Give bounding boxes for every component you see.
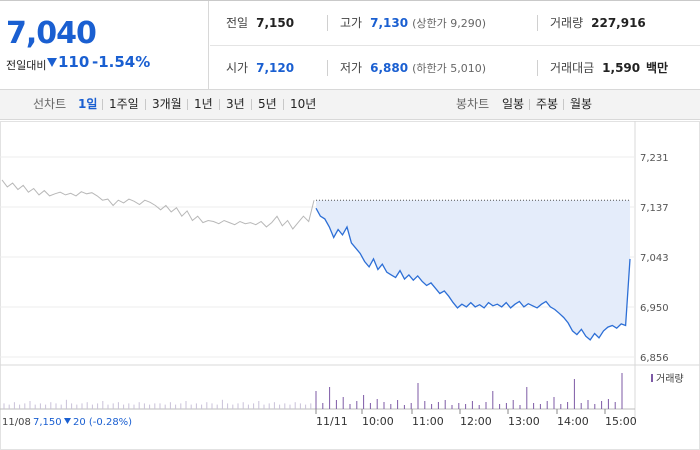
prev-day-date: 11/08 bbox=[2, 417, 31, 428]
period-selector-bar: 선차트 1일 1주일 3개월 1년 3년 5년 10년 봉차트 일봉 주봉 월봉 bbox=[0, 90, 700, 120]
tab-3month[interactable]: 3개월 bbox=[152, 97, 182, 111]
x-tick-label: 10:00 bbox=[362, 415, 394, 428]
today-price-line bbox=[315, 207, 631, 341]
x-tick-label: 14:00 bbox=[557, 415, 589, 428]
quote-header: 7,040 전일대비 110 -1.54% 전일 7,150 고가 7,130 (상한… bbox=[0, 0, 700, 90]
volume-legend-label: 거래량 bbox=[656, 373, 684, 385]
current-price: 7,040 bbox=[6, 16, 97, 51]
down-triangle-icon bbox=[47, 58, 57, 67]
line-chart-title: 선차트 bbox=[33, 97, 67, 111]
divider bbox=[529, 99, 530, 110]
y-tick-label: 7,231 bbox=[640, 153, 669, 164]
tab-1day[interactable]: 1일 bbox=[78, 97, 98, 111]
divider bbox=[537, 15, 538, 31]
divider bbox=[563, 99, 564, 110]
y-tick-label: 6,950 bbox=[640, 303, 669, 314]
divider bbox=[327, 15, 328, 31]
quote-info-grid: 전일 7,150 고가 7,130 (상한가 9,290) 거래량 227,916 시가… bbox=[210, 1, 700, 90]
tab-5year[interactable]: 5년 bbox=[258, 97, 277, 111]
volume: 거래량 227,916 bbox=[550, 16, 646, 30]
today-area-fill bbox=[316, 200, 630, 340]
divider bbox=[251, 99, 252, 110]
row-divider bbox=[210, 45, 700, 46]
tab-10year[interactable]: 10년 bbox=[290, 97, 317, 111]
divider bbox=[283, 99, 284, 110]
y-tick-label: 7,137 bbox=[640, 203, 669, 214]
price-chart[interactable]: 7,231 7,137 7,043 6,950 6,856 거래량 11/11 10:00 11… bbox=[0, 121, 700, 450]
prev-day-line bbox=[1, 179, 315, 230]
y-tick-label: 7,043 bbox=[640, 253, 669, 264]
tab-1year[interactable]: 1년 bbox=[194, 97, 213, 111]
low-price: 저가 6,880 (하한가 5,010) bbox=[340, 61, 487, 75]
price-chart-svg[interactable]: 7,231 7,137 7,043 6,950 6,856 거래량 11/11 10:00 11… bbox=[0, 121, 700, 450]
candle-chart-title: 봉차트 bbox=[456, 97, 490, 111]
divider bbox=[145, 99, 146, 110]
tab-monthly-candle[interactable]: 월봉 bbox=[570, 97, 593, 111]
x-tick-label: 11/11 bbox=[316, 415, 348, 428]
prev-day-change: 20 (-0.28%) bbox=[73, 417, 132, 428]
divider bbox=[219, 99, 220, 110]
change-percent: -1.54% bbox=[92, 53, 151, 71]
tab-1week[interactable]: 1주일 bbox=[109, 97, 139, 111]
down-triangle-icon bbox=[64, 418, 71, 424]
divider bbox=[187, 99, 188, 110]
x-tick-label: 12:00 bbox=[460, 415, 492, 428]
x-tick-label: 11:00 bbox=[412, 415, 444, 428]
y-tick-label: 6,856 bbox=[640, 353, 669, 364]
tab-daily-candle[interactable]: 일봉 bbox=[502, 97, 525, 111]
change-label: 전일대비 bbox=[6, 59, 47, 72]
divider bbox=[102, 99, 103, 110]
tab-weekly-candle[interactable]: 주봉 bbox=[536, 97, 559, 111]
x-tick-label: 15:00 bbox=[605, 415, 637, 428]
current-price-box: 7,040 전일대비 110 -1.54% bbox=[0, 1, 209, 90]
divider bbox=[327, 60, 328, 76]
x-tick-label: 13:00 bbox=[508, 415, 540, 428]
prev-close: 전일 7,150 bbox=[226, 16, 295, 30]
change-value: 110 bbox=[58, 53, 90, 71]
volume-legend-swatch bbox=[651, 374, 653, 382]
divider bbox=[537, 60, 538, 76]
high-price: 고가 7,130 (상한가 9,290) bbox=[340, 16, 487, 30]
trade-amount: 거래대금 1,590 백만 bbox=[550, 61, 669, 75]
tab-3year[interactable]: 3년 bbox=[226, 97, 245, 111]
prev-day-close: 7,150 bbox=[33, 417, 62, 428]
open-price: 시가 7,120 bbox=[226, 61, 295, 75]
